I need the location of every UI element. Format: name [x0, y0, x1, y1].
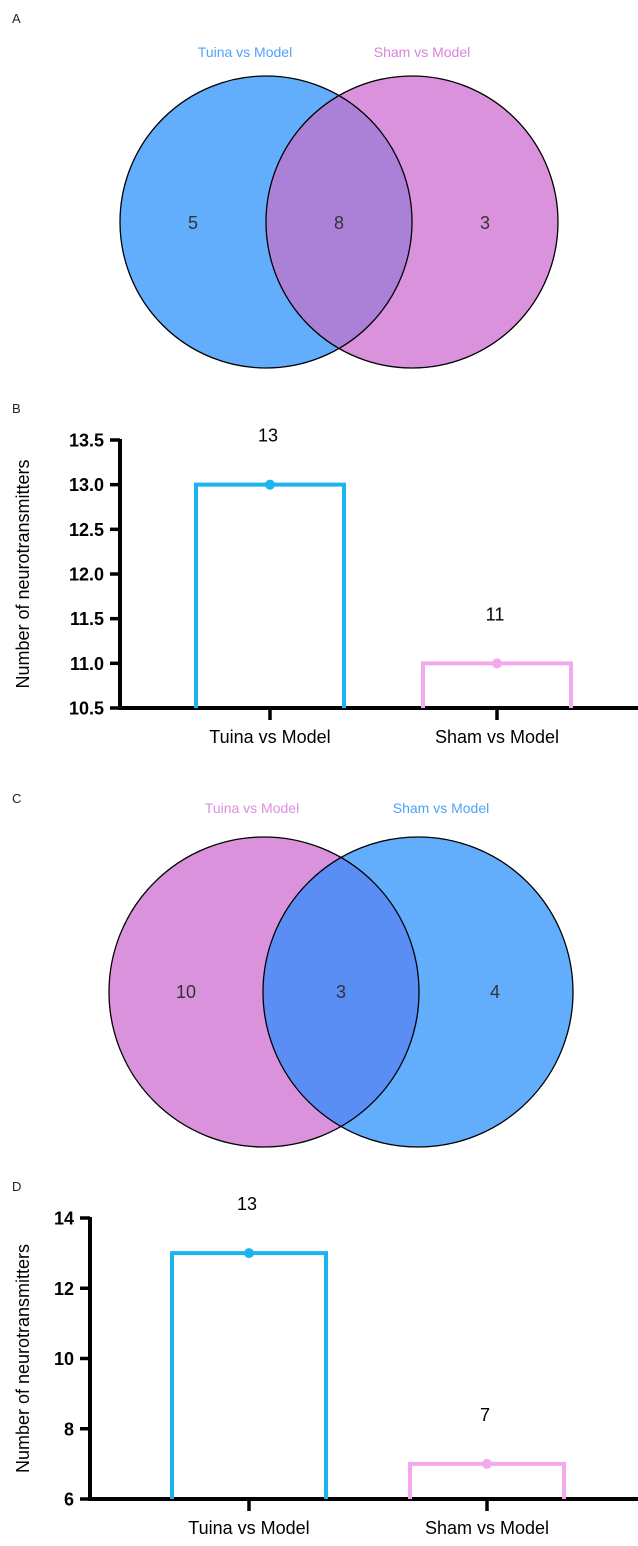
venn-a-count-overlap: 8 [334, 213, 344, 233]
venn-c-outline-right [262, 836, 574, 1148]
bar-b-bar-point [265, 479, 275, 490]
bar-b-data-label: 13 [258, 426, 278, 446]
venn-c-label-right: Sham vs Model [393, 800, 489, 816]
bar-b-y-tick-label: 11.5 [70, 609, 104, 629]
bar-d-y-axis-title: Number of neurotransmitters [13, 1244, 33, 1473]
venn-c-count-right: 4 [490, 982, 500, 1002]
bar-d-y-tick-label: 14 [54, 1209, 74, 1229]
bar-b-data-label: 11 [486, 604, 505, 624]
venn-a-label-right: Sham vs Model [374, 44, 470, 60]
panel-letter-d: D [12, 1179, 21, 1194]
venn-a-svg: A Tuina vs Model Sham vs Model 5 8 3 [12, 11, 559, 369]
bar-b-bar [421, 661, 573, 708]
venn-panel-a: A Tuina vs Model Sham vs Model 5 8 3 [0, 0, 638, 390]
venn-a-overlap [266, 95, 412, 349]
bar-b-x-tick-label: Tuina vs Model [209, 727, 330, 747]
venn-c-overlap [263, 857, 419, 1127]
bar-d-y-tick-label: 12 [54, 1279, 74, 1299]
bar-b-y-tick-label: 12.0 [69, 565, 104, 585]
bar-b-y-tick-label: 10.5 [69, 699, 104, 719]
bar-d-y-tick-label: 10 [54, 1349, 74, 1369]
bar-d-bar [170, 1251, 328, 1499]
bar-d-x-tick-label: Tuina vs Model [188, 1518, 309, 1538]
panel-letter-c: C [12, 791, 21, 806]
venn-c-count-overlap: 3 [336, 982, 346, 1002]
bar-d-data-label: 7 [480, 1405, 490, 1425]
venn-a-count-left: 5 [188, 213, 198, 233]
bar-chart-b: B 10.5 11.0 11.5 12.0 12.5 13.0 13.5 Number of … [12, 401, 638, 747]
venn-c-outline-left [108, 836, 420, 1148]
venn-a-label-left: Tuina vs Model [198, 44, 292, 60]
bar-panel-b: B 10.5 11.0 11.5 12.0 12.5 13.0 13.5 Number of … [0, 390, 638, 770]
bar-b-y-tick-label: 13.0 [69, 475, 104, 495]
bar-b-y-tick-label: 11.0 [70, 654, 104, 674]
venn-a-outline-left [119, 75, 413, 369]
venn-c-label-left: Tuina vs Model [205, 800, 299, 816]
bar-d-y-tick-label: 6 [64, 1490, 74, 1510]
bar-b-y-axis-title: Number of neurotransmitters [13, 459, 33, 688]
venn-c-count-left: 10 [176, 982, 196, 1002]
bar-d-y-tick-label: 8 [64, 1419, 74, 1439]
bar-b-y-tick-label: 12.5 [69, 520, 104, 540]
venn-a-outline-right [265, 75, 559, 369]
bar-b-bar [194, 482, 346, 708]
venn-c-svg: C Tuina vs Model Sham vs Model 10 3 4 [12, 791, 574, 1148]
bar-d-bar-point [482, 1458, 492, 1469]
bar-panel-d: D 6 8 10 12 14 Number of neurotransmitters 13 T… [0, 1175, 638, 1541]
panel-letter-b: B [12, 401, 21, 416]
bar-d-bar [408, 1461, 566, 1499]
bar-chart-d: D 6 8 10 12 14 Number of neurotransmitters 13 T… [12, 1179, 638, 1538]
bar-d-x-tick-label: Sham vs Model [425, 1518, 549, 1538]
bar-d-data-label: 13 [237, 1194, 257, 1214]
bar-b-y-tick-label: 13.5 [69, 431, 104, 451]
venn-a-count-right: 3 [480, 213, 490, 233]
panel-letter-a: A [12, 11, 21, 26]
bar-b-bar-point [492, 658, 502, 669]
bar-b-x-tick-label: Sham vs Model [435, 727, 559, 747]
venn-panel-c: C Tuina vs Model Sham vs Model 10 3 4 [0, 780, 638, 1175]
bar-d-bar-point [244, 1248, 254, 1259]
